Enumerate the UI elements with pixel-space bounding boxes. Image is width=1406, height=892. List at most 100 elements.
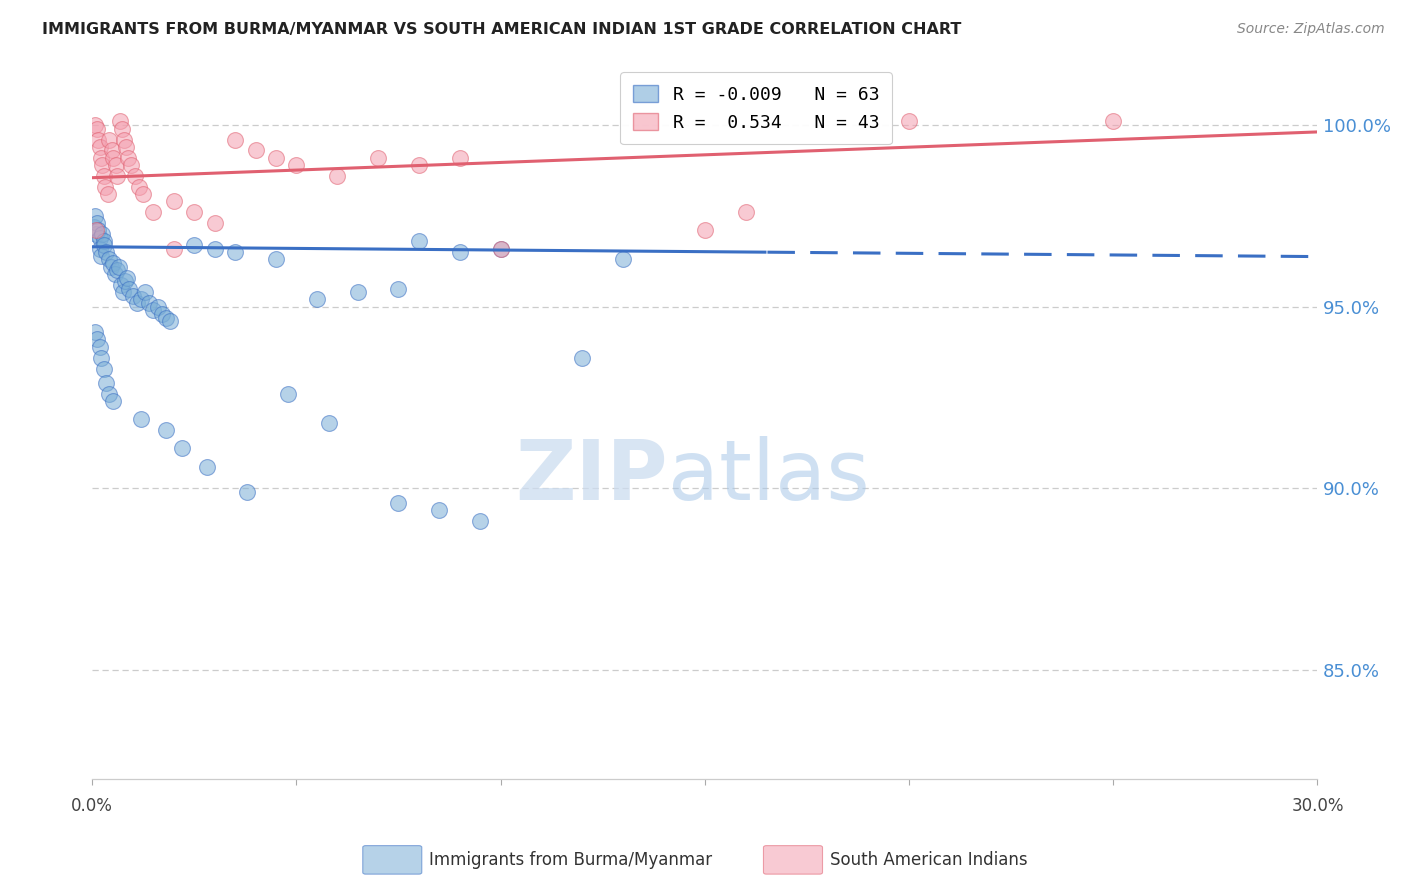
Point [93, 169, 115, 183]
Point [150, 307, 173, 321]
Text: 0.0%: 0.0% [72, 797, 112, 815]
Point [142, 205, 165, 219]
Point [100, 260, 122, 274]
Point [84, 209, 107, 223]
Point [98, 387, 121, 401]
Point [571, 351, 593, 365]
Point [86, 216, 108, 230]
Point [277, 387, 299, 401]
Point [146, 300, 169, 314]
Point [93, 235, 115, 249]
Point [110, 121, 132, 136]
Point [489, 242, 512, 256]
Point [127, 296, 149, 310]
Point [86, 121, 108, 136]
Point [245, 144, 267, 158]
Point [90, 249, 112, 263]
Text: 30.0%: 30.0% [1291, 797, 1344, 815]
Point [120, 158, 142, 172]
Text: Source: ZipAtlas.com: Source: ZipAtlas.com [1237, 22, 1385, 37]
Point [449, 151, 471, 165]
Point [87, 132, 110, 146]
Point [1102, 114, 1125, 128]
Point [138, 296, 160, 310]
Text: South American Indians: South American Indians [830, 851, 1028, 869]
Point [115, 270, 138, 285]
Point [470, 514, 492, 528]
Point [101, 256, 124, 270]
Point [114, 140, 136, 154]
Point [387, 496, 409, 510]
Point [449, 245, 471, 260]
Point [90, 151, 112, 165]
Point [236, 485, 259, 500]
Point [122, 289, 145, 303]
Point [387, 282, 409, 296]
Point [96, 245, 118, 260]
Point [114, 274, 136, 288]
Point [129, 412, 152, 426]
Point [693, 223, 716, 237]
Point [83, 219, 105, 234]
Point [132, 187, 155, 202]
Text: ZIP: ZIP [516, 436, 668, 517]
Point [93, 238, 115, 252]
Point [97, 187, 120, 202]
Legend: R = -0.009   N = 63, R =  0.534   N = 43: R = -0.009 N = 63, R = 0.534 N = 43 [620, 72, 891, 145]
Point [326, 169, 349, 183]
Point [224, 132, 246, 146]
Point [318, 416, 340, 430]
Point [103, 151, 125, 165]
Point [163, 194, 186, 209]
Point [408, 158, 430, 172]
Point [84, 227, 107, 241]
Point [142, 303, 165, 318]
Point [129, 293, 152, 307]
Point [734, 205, 756, 219]
Point [128, 179, 150, 194]
Point [89, 230, 111, 244]
Point [118, 282, 141, 296]
Point [98, 132, 121, 146]
Point [183, 205, 205, 219]
Point [107, 260, 129, 274]
Point [90, 351, 112, 365]
Point [89, 140, 111, 154]
Text: Immigrants from Burma/Myanmar: Immigrants from Burma/Myanmar [429, 851, 711, 869]
Point [170, 442, 193, 456]
Point [111, 285, 134, 300]
Point [105, 263, 128, 277]
Point [264, 151, 287, 165]
Point [89, 340, 111, 354]
Point [104, 158, 127, 172]
Point [346, 285, 368, 300]
Point [87, 223, 110, 237]
Point [101, 144, 124, 158]
Point [124, 169, 146, 183]
Point [408, 235, 430, 249]
Point [89, 242, 111, 256]
Point [163, 242, 186, 256]
Point [96, 376, 118, 390]
Point [898, 114, 921, 128]
Text: IMMIGRANTS FROM BURMA/MYANMAR VS SOUTH AMERICAN INDIAN 1ST GRADE CORRELATION CHA: IMMIGRANTS FROM BURMA/MYANMAR VS SOUTH A… [42, 22, 962, 37]
Text: atlas: atlas [668, 436, 870, 517]
Point [427, 503, 450, 517]
Point [264, 252, 287, 267]
Point [155, 310, 177, 325]
Point [110, 277, 132, 292]
Point [86, 333, 108, 347]
Point [112, 132, 135, 146]
Point [612, 252, 634, 267]
Point [367, 151, 389, 165]
Point [108, 114, 131, 128]
Point [93, 361, 115, 376]
Point [489, 242, 512, 256]
Point [91, 227, 114, 241]
Point [204, 216, 226, 230]
Point [305, 293, 328, 307]
Point [285, 158, 308, 172]
Point [84, 223, 107, 237]
Point [117, 151, 139, 165]
Point [224, 245, 246, 260]
